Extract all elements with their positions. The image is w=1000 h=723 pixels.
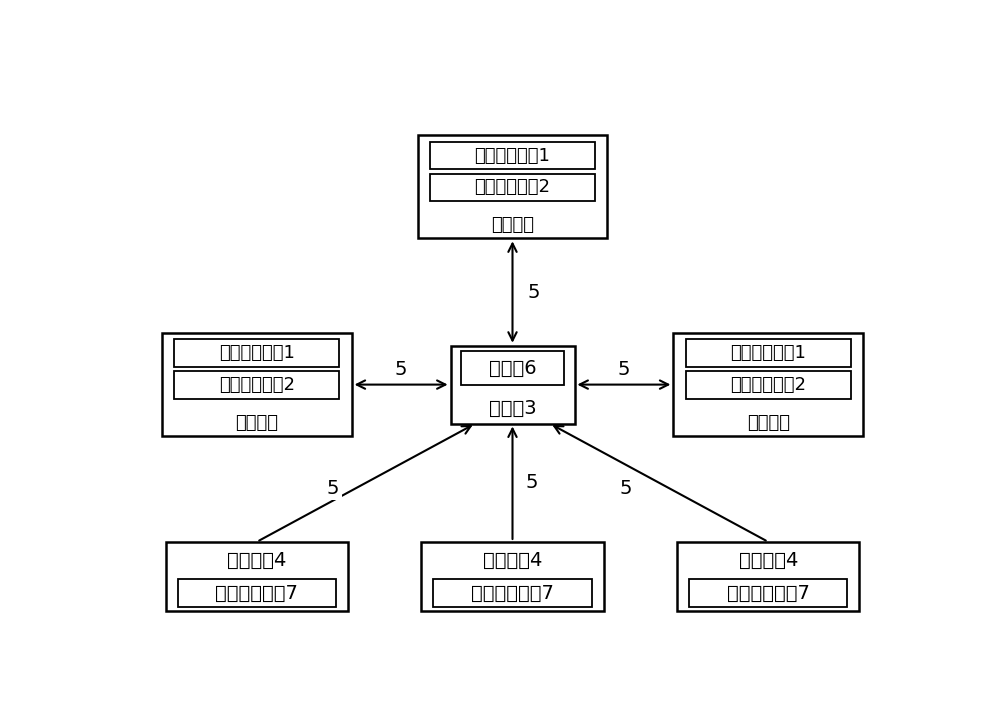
Text: 空气处理设备2: 空气处理设备2 xyxy=(475,179,550,197)
Bar xyxy=(689,579,847,607)
Text: 5: 5 xyxy=(528,283,540,301)
Text: 空气监测设备1: 空气监测设备1 xyxy=(475,147,550,165)
Text: 云模块6: 云模块6 xyxy=(489,359,536,377)
Text: 终端设备4: 终端设备4 xyxy=(483,550,542,570)
Text: 相通空间: 相通空间 xyxy=(491,216,534,234)
Bar xyxy=(430,174,595,202)
Text: 5: 5 xyxy=(620,479,632,498)
Bar xyxy=(166,542,348,612)
Bar xyxy=(430,142,595,169)
Text: 相通空间: 相通空间 xyxy=(235,414,278,432)
Text: 5: 5 xyxy=(395,359,407,379)
Text: 终端设备4: 终端设备4 xyxy=(227,550,286,570)
Bar xyxy=(421,542,604,612)
Text: 相通空间: 相通空间 xyxy=(747,414,790,432)
Text: 空气处理设备2: 空气处理设备2 xyxy=(219,376,295,394)
Text: 空气监测设备1: 空气监测设备1 xyxy=(219,344,295,362)
Bar xyxy=(686,371,851,399)
Text: 终端设备4: 终端设备4 xyxy=(739,550,798,570)
Bar xyxy=(162,333,352,436)
Text: 云平台3: 云平台3 xyxy=(489,398,536,417)
Bar xyxy=(174,371,339,399)
Bar xyxy=(418,135,607,239)
Bar xyxy=(461,351,564,385)
Text: 5: 5 xyxy=(526,474,538,492)
Bar xyxy=(686,339,851,367)
Bar xyxy=(433,579,592,607)
Bar xyxy=(677,542,859,612)
Text: 空气处理设备2: 空气处理设备2 xyxy=(730,376,806,394)
Text: 5: 5 xyxy=(618,359,630,379)
Text: 5: 5 xyxy=(327,479,339,498)
Bar xyxy=(673,333,863,436)
Bar xyxy=(174,339,339,367)
Bar xyxy=(178,579,336,607)
Text: 空气监测设备1: 空气监测设备1 xyxy=(730,344,806,362)
Bar xyxy=(450,346,574,424)
Text: 人机交互模块7: 人机交互模块7 xyxy=(471,584,554,603)
Text: 人机交互模块7: 人机交互模块7 xyxy=(727,584,810,603)
Text: 人机交互模块7: 人机交互模块7 xyxy=(215,584,298,603)
